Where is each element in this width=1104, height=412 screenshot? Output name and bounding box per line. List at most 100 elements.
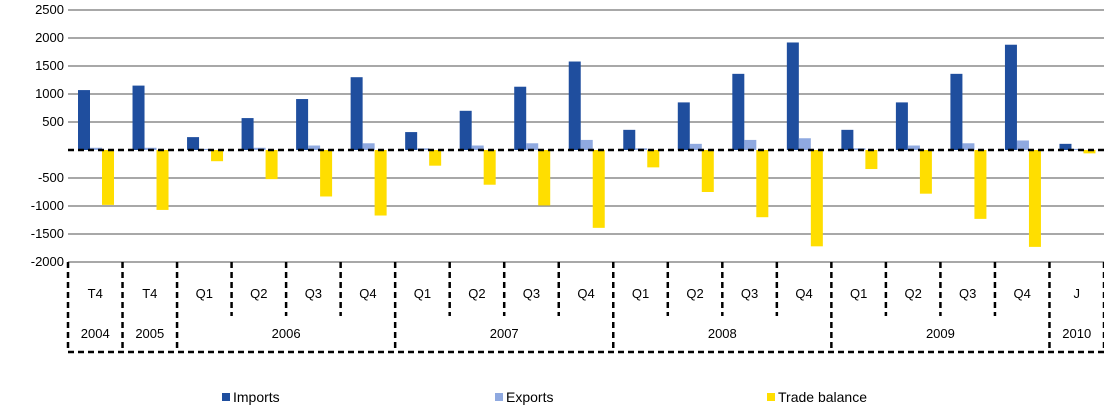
x-axis: T4 T4 Q1 Q2 Q3 Q4 Q1 Q2 Q3 Q4 Q1 Q2 Q3 Q4 Q1 Q2 Q3 Q4 J 200… (66, 262, 1104, 354)
legend: Imports Exports Trade balance (222, 389, 867, 405)
y-tick-label: 2000 (35, 30, 64, 45)
legend-label: Exports (506, 389, 553, 405)
x-tick-label-quarter: Q4 (359, 286, 376, 301)
x-tick-label-year: 2004 (81, 326, 110, 341)
x-tick-label-quarter: Q3 (305, 286, 322, 301)
x-tick-label-quarter: Q2 (904, 286, 921, 301)
bar-trade-balance (429, 150, 442, 166)
bar-imports (732, 73, 745, 150)
bar-exports (90, 147, 102, 150)
x-tick-label-quarter: T4 (88, 286, 103, 301)
x-tick-label-quarter: Q1 (632, 286, 649, 301)
bar-trade-balance (320, 150, 333, 197)
y-tick-label: -1500 (31, 226, 64, 241)
bar-trade-balance (1028, 150, 1041, 247)
bar-exports (580, 139, 593, 150)
x-tick-label-quarter: Q4 (577, 286, 594, 301)
bar-imports (677, 102, 690, 150)
bar-trade-balance (865, 150, 878, 170)
x-tick-label-year: 2008 (708, 326, 737, 341)
bar-exports (526, 143, 539, 150)
x-tick-label-quarter: Q2 (250, 286, 267, 301)
bar-imports (241, 118, 254, 150)
y-tick-label: 1000 (35, 86, 64, 101)
x-tick-label-year: 2006 (272, 326, 301, 341)
y-tick-label: 1500 (35, 58, 64, 73)
x-tick-label-quarter: Q2 (686, 286, 703, 301)
bar-exports (1071, 148, 1084, 150)
x-tick-label-quarter: Q3 (523, 286, 540, 301)
x-tick-label-quarter: Q1 (414, 286, 431, 301)
bar-imports (405, 132, 418, 150)
bar-imports (786, 42, 799, 151)
bar-trade-balance (102, 150, 114, 205)
bar-exports (962, 143, 975, 150)
bars (78, 42, 1096, 247)
x-tick-label-year: 2009 (926, 326, 955, 341)
bar-trade-balance (1083, 150, 1096, 154)
bar-trade-balance (810, 150, 823, 247)
y-tick-label: 500 (42, 114, 64, 129)
bar-exports (199, 148, 212, 150)
bar-exports (907, 145, 920, 150)
bar-trade-balance (156, 150, 169, 210)
bar-trade-balance (756, 150, 769, 218)
legend-label: Trade balance (778, 389, 867, 405)
x-tick-label-quarter: Q3 (959, 286, 976, 301)
bar-trade-balance (265, 150, 278, 180)
bar-imports (514, 86, 527, 150)
bar-imports (296, 99, 309, 150)
x-tick-label-quarter: Q3 (741, 286, 758, 301)
legend-swatch (495, 393, 503, 401)
x-tick-label-year: 2007 (490, 326, 519, 341)
bar-imports (350, 77, 363, 150)
bar-imports (459, 110, 472, 150)
x-tick-label-quarter: T4 (142, 286, 157, 301)
bar-imports (841, 129, 854, 150)
bar-imports (1059, 143, 1072, 150)
y-tick-label: -2000 (31, 254, 64, 269)
x-tick-label-quarter: Q1 (850, 286, 867, 301)
bar-trade-balance (592, 150, 605, 228)
bar-exports (1016, 140, 1029, 150)
grid-lines (68, 9, 1104, 263)
bar-imports (895, 102, 908, 150)
legend-label: Imports (233, 389, 280, 405)
legend-swatch (222, 393, 230, 401)
y-axis-ticks: 2500 2000 1500 1000 500 -500 -1000 -1500 -2000 (31, 2, 64, 269)
y-tick-label: -500 (38, 170, 64, 185)
bar-imports (950, 73, 963, 150)
y-tick-label: -1000 (31, 198, 64, 213)
bar-imports (78, 90, 90, 150)
bar-exports (744, 139, 757, 150)
bar-exports (362, 143, 375, 150)
bar-trade-balance (919, 150, 932, 194)
x-tick-label-quarter: Q4 (795, 286, 812, 301)
x-tick-label-quarter: J (1073, 286, 1080, 301)
bar-imports (132, 85, 145, 150)
y-tick-label: 2500 (35, 2, 64, 17)
legend-swatch (767, 393, 775, 401)
bar-imports (1004, 44, 1017, 150)
bar-exports (689, 143, 702, 150)
x-tick-label-year: 2005 (135, 326, 164, 341)
bar-trade-balance (483, 150, 496, 185)
x-tick-label-quarter: Q2 (468, 286, 485, 301)
x-tick-label-quarter: Q4 (1014, 286, 1031, 301)
bar-exports (798, 138, 811, 150)
bar-trade-balance (647, 150, 660, 168)
bar-imports (623, 129, 636, 150)
bar-exports (471, 145, 484, 150)
x-tick-label-quarter: Q1 (196, 286, 213, 301)
bar-trade-balance (974, 150, 987, 219)
bar-trade-balance (211, 150, 224, 162)
bar-trade-balance (538, 150, 551, 206)
bar-trade-balance (374, 150, 387, 216)
bar-trade-balance (701, 150, 714, 192)
x-tick-label-year: 2010 (1062, 326, 1091, 341)
bar-exports (308, 145, 321, 150)
bar-imports (187, 137, 200, 150)
bar-imports (568, 61, 581, 150)
